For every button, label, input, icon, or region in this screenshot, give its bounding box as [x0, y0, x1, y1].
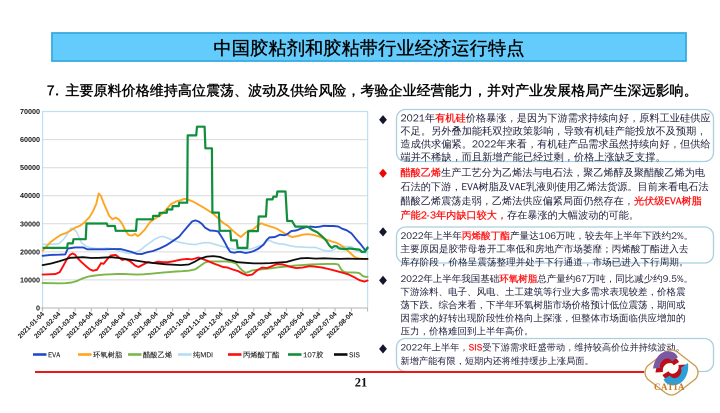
svg-text:CATIA: CATIA: [654, 382, 685, 392]
svg-text:20000: 20000: [20, 247, 40, 256]
svg-text:10000: 10000: [20, 275, 40, 284]
svg-text:60000: 60000: [20, 135, 40, 144]
svg-text:30000: 30000: [20, 219, 40, 228]
svg-text:40000: 40000: [20, 191, 40, 200]
svg-text:21: 21: [355, 376, 368, 390]
svg-text:50000: 50000: [20, 163, 40, 172]
svg-text:70000: 70000: [20, 107, 40, 116]
svg-text:0: 0: [36, 304, 40, 313]
